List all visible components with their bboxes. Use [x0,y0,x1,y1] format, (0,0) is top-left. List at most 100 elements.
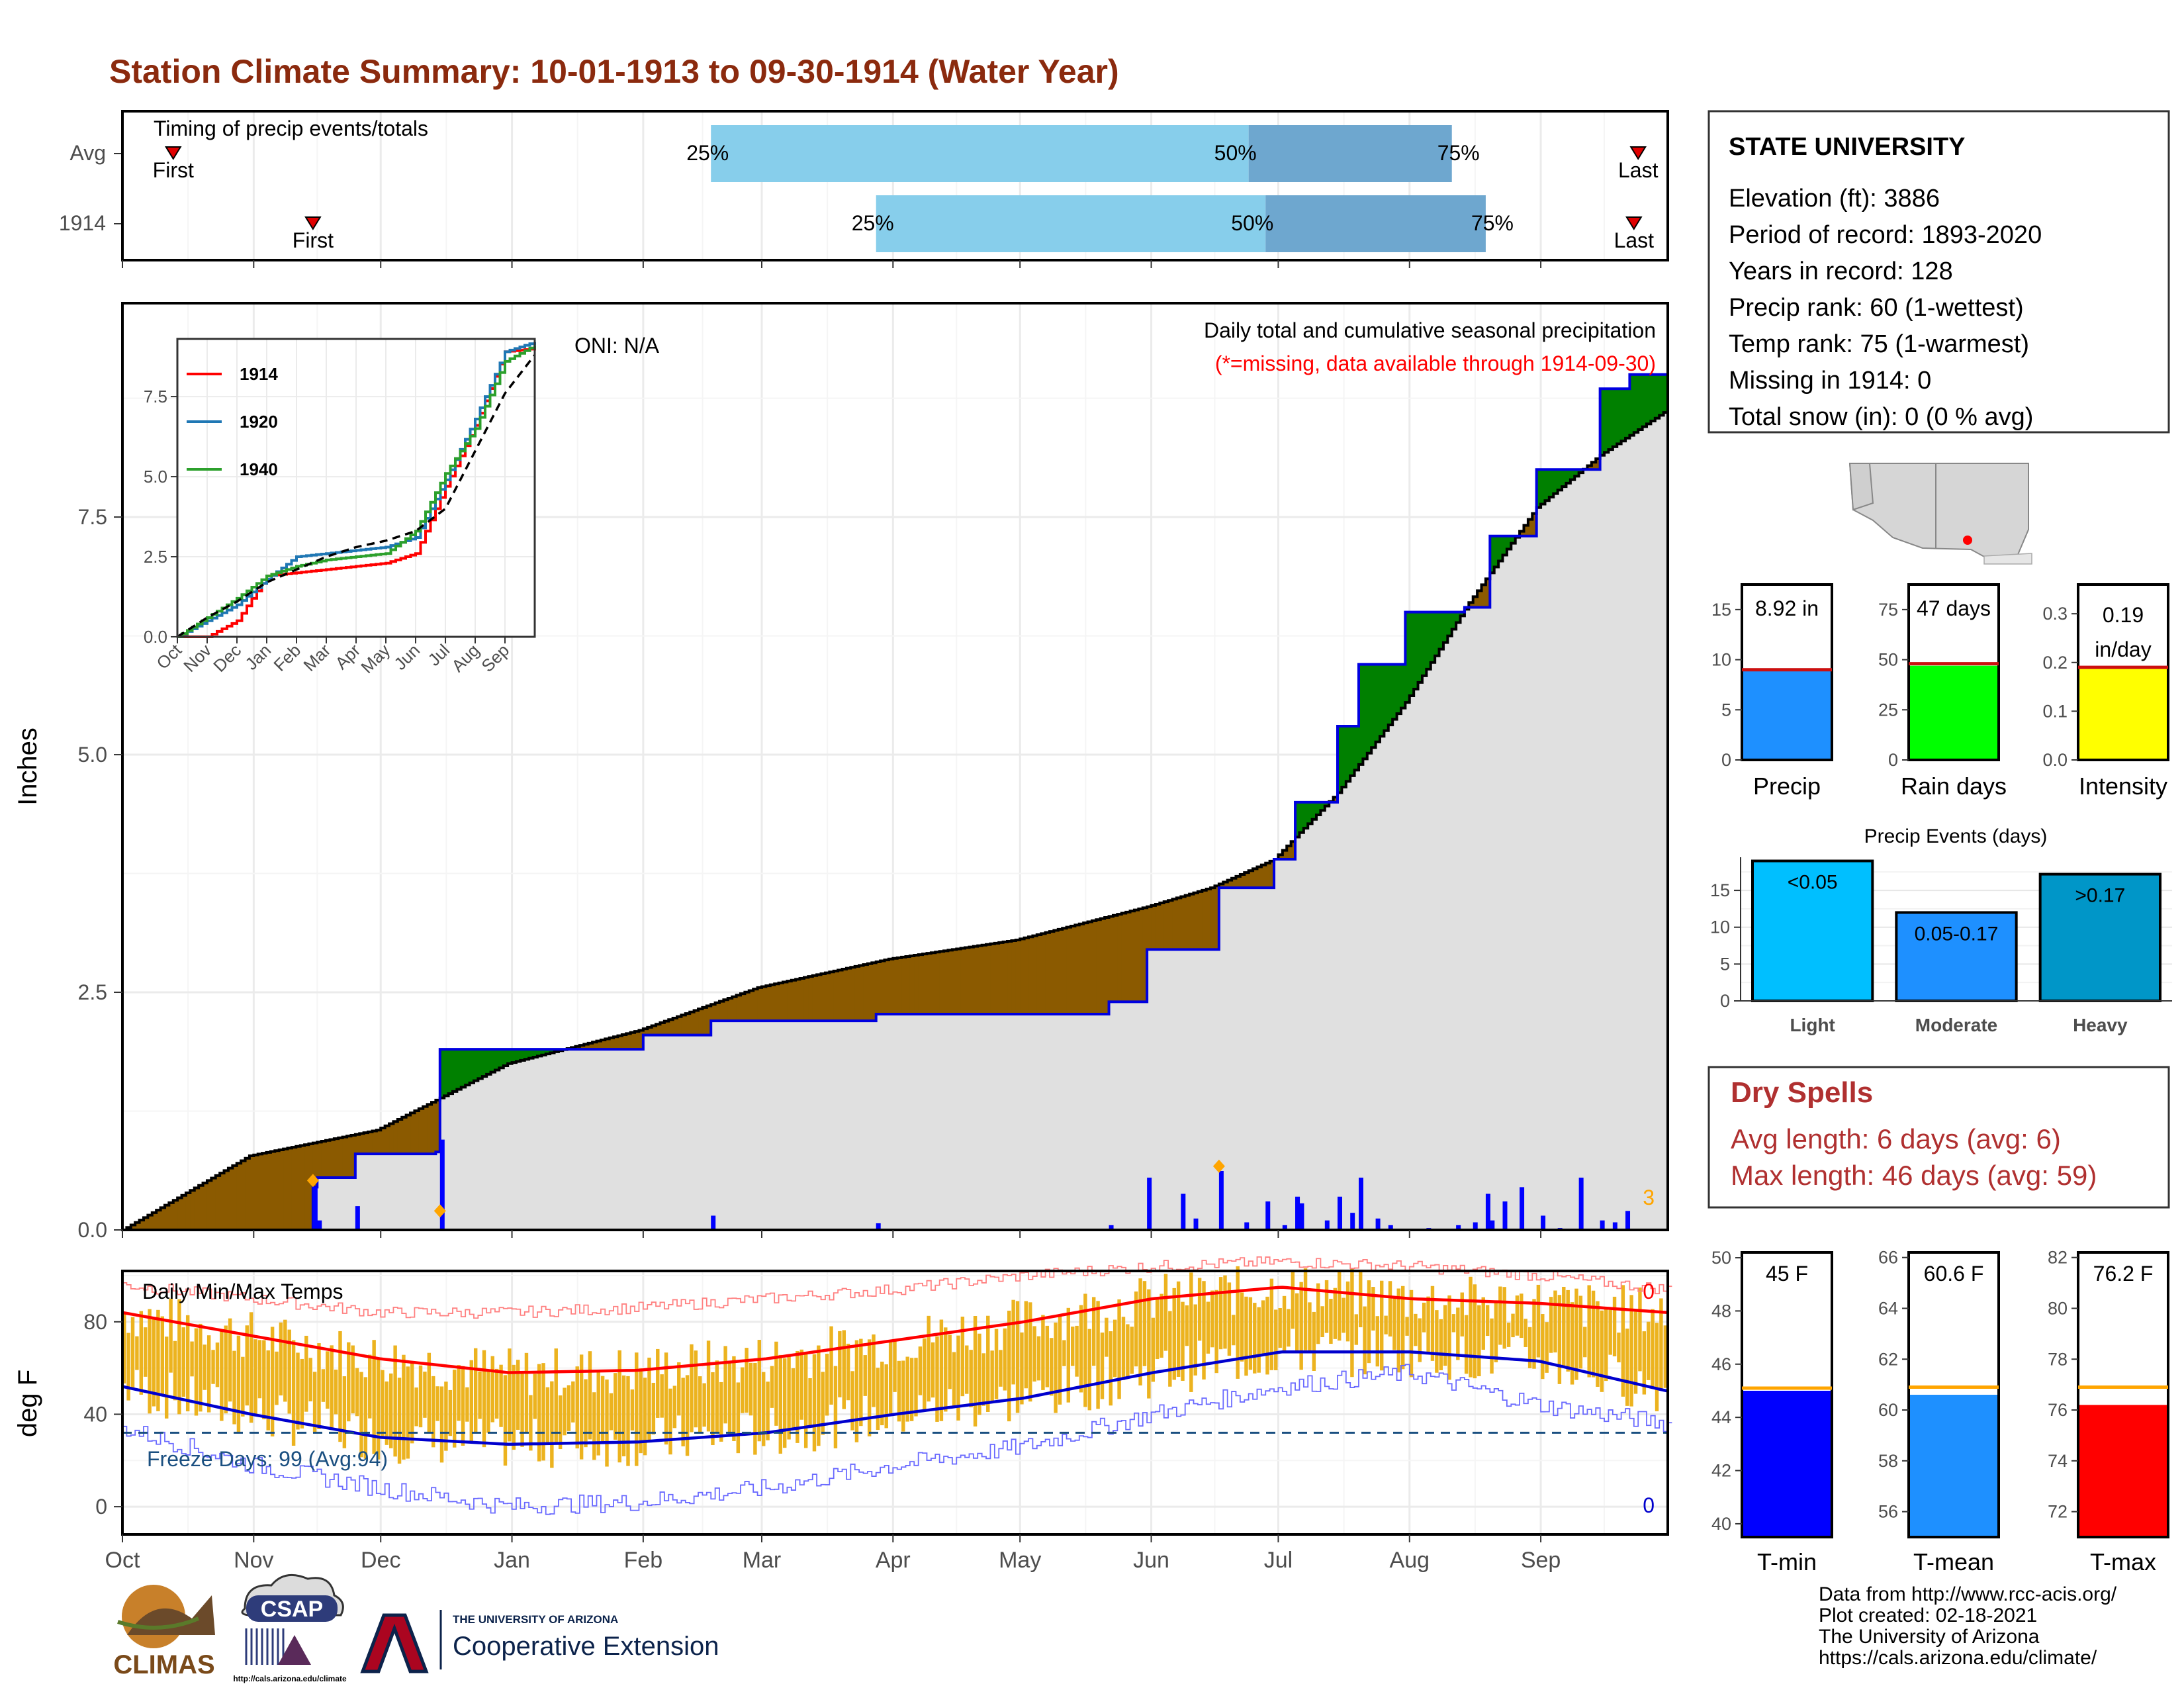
timing-bar-50-75 [1265,195,1486,252]
daily-temp-range-bar [1375,1316,1380,1367]
deficit-area [317,1142,322,1178]
deficit-area [393,1121,398,1154]
deficit-area [185,1193,191,1230]
deficit-area [262,1153,267,1230]
daily-temp-range-bar [803,1354,808,1448]
deficit-area [596,1041,602,1050]
daily-temp-range-bar [368,1354,372,1419]
month-label: Apr [876,1548,911,1573]
daily-temp-range-bar [1109,1331,1113,1406]
location-map [1846,462,2033,565]
daily-temp-range-bar [334,1370,338,1415]
daily-temp-range-bar [342,1376,347,1448]
surplus-area [1430,612,1435,663]
timing-bar-25-50 [711,125,1249,182]
deficit-area [1151,905,1156,950]
daily-temp-range-bar [1287,1309,1291,1347]
deficit-area [617,1035,623,1050]
daily-temp-range-bar [503,1375,508,1466]
deficit-area [1596,459,1601,470]
deficit-area [727,998,733,1021]
deficit-area [927,953,932,1015]
deficit-area [190,1190,195,1230]
daily-precip-bar [1193,1218,1199,1230]
deficit-area [909,955,915,1015]
daily-temp-range-bar [558,1395,563,1450]
daily-precip-bar [1473,1222,1478,1230]
daily-temp-range-bar [461,1366,465,1446]
daily-temp-range-bar [880,1361,884,1426]
daily-temp-range-bar [1443,1305,1447,1366]
deficit-area [584,1044,589,1050]
deficit-area [829,972,835,1021]
daily-temp-range-bar [1218,1277,1223,1350]
record-max-line [122,1256,1672,1319]
daily-temp-range-bar [1490,1318,1494,1374]
daily-temp-range-bar [1248,1297,1253,1370]
surplus-area [1651,374,1656,422]
daily-temp-range-bar [872,1334,876,1407]
missing-data-note: (*=missing, data available through 1914-… [1215,352,1656,375]
tsummary-ytick-label: 46 [1711,1354,1731,1374]
daily-temp-range-bar [126,1333,130,1401]
surplus-area [448,1049,453,1094]
inset-legend-label: 1940 [240,459,278,479]
timing-label-50: 50% [1214,141,1257,165]
daily-temp-range-bar [410,1363,414,1444]
inset-ytick-label: 7.5 [144,387,167,406]
high-precip-marker [306,1174,319,1188]
daily-temp-range-bar [1625,1329,1629,1406]
deficit-area [1096,919,1101,1015]
deficit-area [1032,935,1038,1015]
deficit-area [888,959,893,1015]
daily-precip-bar [1218,1170,1224,1230]
surplus-area [1295,802,1300,837]
surplus-area [1345,726,1351,782]
surplus-area [1324,802,1330,806]
climas-logo-text: CLIMAS [113,1650,214,1679]
daily-temp-range-bar [550,1381,554,1468]
deficit-area [812,975,817,1021]
summary-ytick-label: 0.0 [2042,750,2068,770]
deficit-area [1291,841,1296,859]
tsummary-ytick-label: 58 [1878,1451,1898,1471]
deficit-area [766,986,771,1021]
deficit-area [668,1019,674,1035]
daily-temp-range-bar [1447,1295,1451,1380]
daily-temp-range-bar [1320,1306,1324,1338]
main-ytick-label: 0.0 [78,1218,107,1242]
daily-temp-range-bar [948,1335,952,1389]
ua-logo-top-text: THE UNIVERSITY OF ARIZONA [453,1613,618,1626]
summary-ytick-label: 25 [1878,700,1898,720]
daily-temp-range-bar [914,1358,918,1417]
surplus-area [469,1049,475,1083]
deficit-area [660,1022,665,1035]
surplus-area [1647,374,1652,424]
summary-ytick-label: 15 [1711,600,1731,620]
deficit-area [1100,918,1105,1015]
deficit-area [402,1117,407,1154]
daily-temp-range-bar [1629,1295,1633,1407]
deficit-area [630,1032,635,1050]
daily-precip-bar [1375,1218,1381,1230]
deficit-area [664,1021,669,1035]
cumulative-1914-line [122,373,1668,1231]
daily-temp-range-bar [1359,1270,1363,1328]
deficit-area [241,1160,246,1230]
deficit-area [1011,941,1017,1015]
tsummary-ytick-label: 72 [2048,1502,2068,1522]
deficit-area [575,1046,580,1050]
daily-temp-range-bar [1400,1286,1405,1370]
deficit-area [1024,937,1029,1015]
daily-temp-range-bar [990,1350,994,1403]
daily-temp-range-bar [761,1372,766,1446]
daily-temp-range-bar [1007,1310,1011,1422]
daily-temp-range-bar [741,1367,745,1413]
daily-temp-range-bar [635,1352,639,1466]
deficit-area [931,953,936,1015]
daily-temp-range-bar [1244,1296,1248,1376]
timing-row-label: Avg [69,141,106,165]
surplus-area [1490,536,1495,573]
daily-temp-range-bar [1176,1281,1181,1377]
